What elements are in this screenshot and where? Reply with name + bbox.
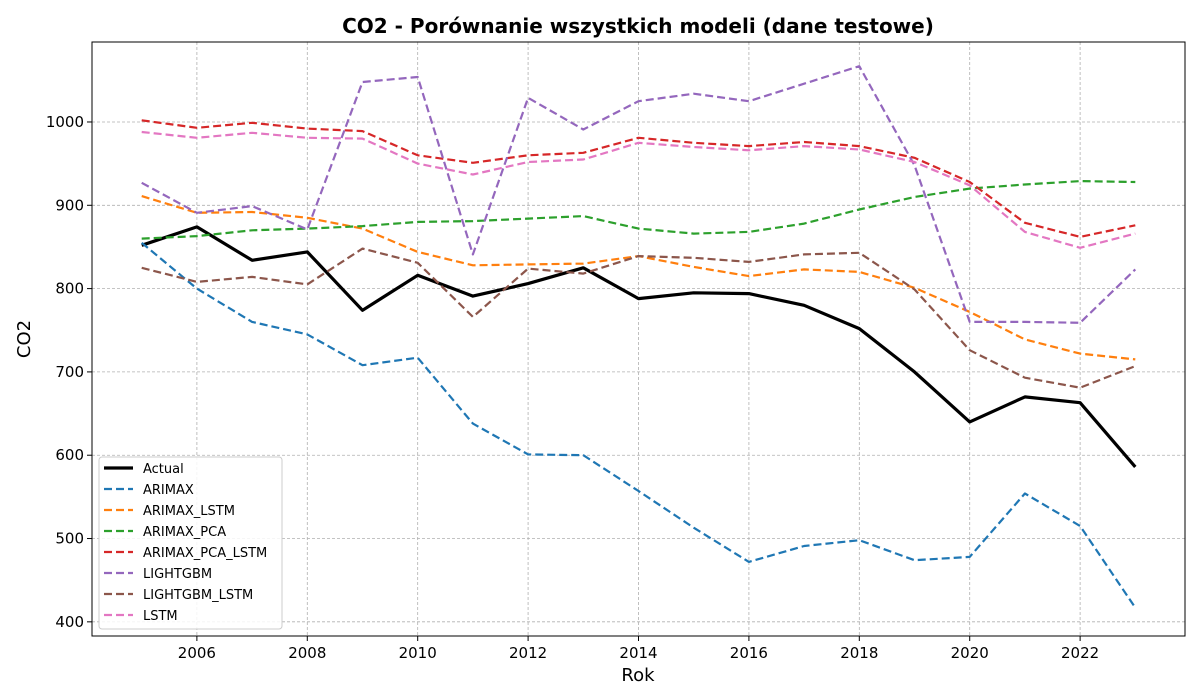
x-tick-label: 2012 — [509, 644, 547, 662]
x-tick-label: 2014 — [619, 644, 657, 662]
legend-label-lightgbm-lstm: LIGHTGBM_LSTM — [143, 588, 253, 603]
series-line-arimax-pca-lstm — [141, 119, 1136, 238]
x-tick-label: 2006 — [178, 644, 216, 662]
x-axis-ticks: 2006 2008 2010 2012 2014 2016 2018 2020 2022 — [178, 636, 1099, 662]
series-line-lightgbm — [141, 65, 1137, 324]
y-tick-label: 900 — [55, 196, 84, 214]
series-line-lstm — [141, 130, 1136, 249]
x-tick-label: 2010 — [399, 644, 437, 662]
legend-label-arimax-pca: ARIMAX_PCA — [143, 525, 226, 540]
x-tick-label: 2020 — [951, 644, 989, 662]
legend-label-arimax-pca-lstm: ARIMAX_PCA_LSTM — [143, 546, 267, 561]
y-axis-ticks: 400 500 600 700 800 900 1000 — [46, 113, 92, 631]
y-axis-label: CO2 — [14, 320, 35, 358]
y-tick-label: 400 — [55, 613, 84, 631]
y-tick-label: 500 — [55, 530, 84, 548]
x-tick-label: 2018 — [840, 644, 878, 662]
x-axis-label: Rok — [621, 665, 655, 686]
x-tick-label: 2008 — [288, 644, 326, 662]
y-tick-label: 700 — [55, 363, 84, 381]
legend-label-actual: Actual — [143, 462, 184, 477]
legend-label-lstm: LSTM — [143, 609, 178, 624]
legend-box — [98, 456, 283, 630]
legend-label-lightgbm: LIGHTGBM — [143, 567, 212, 582]
series-line-lightgbm-lstm — [141, 247, 1136, 389]
y-tick-label: 600 — [55, 446, 84, 464]
legend-label-arimax-lstm: ARIMAX_LSTM — [143, 504, 235, 519]
x-tick-label: 2022 — [1061, 644, 1099, 662]
series-line-arimax-pca — [141, 180, 1136, 240]
grid-lines — [92, 42, 1185, 636]
series-line-actual — [141, 225, 1137, 468]
chart-title: CO2 - Porównanie wszystkich modeli (dane… — [342, 14, 934, 38]
series-lines — [140, 65, 1137, 609]
y-tick-label: 800 — [55, 280, 84, 298]
series-line-arimax — [140, 241, 1137, 609]
legend-label-arimax: ARIMAX — [143, 483, 194, 498]
y-tick-label: 1000 — [46, 113, 84, 131]
legend: Actual ARIMAX ARIMAX_LSTM ARIMAX_PCA ARIMAX_… — [98, 456, 283, 630]
x-tick-label: 2016 — [730, 644, 768, 662]
